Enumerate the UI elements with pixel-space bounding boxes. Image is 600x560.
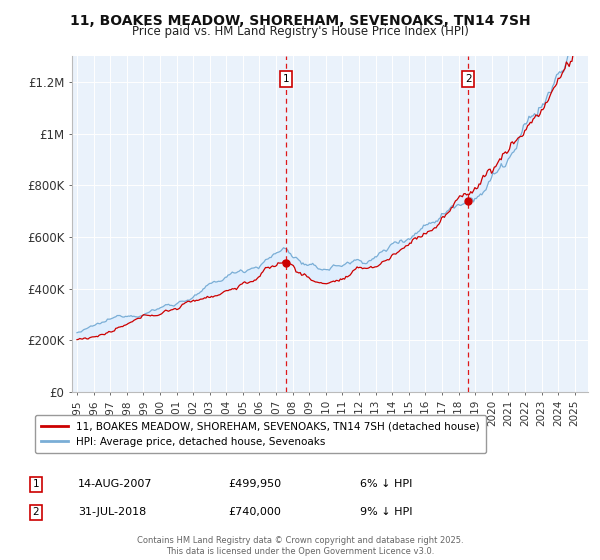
Legend: 11, BOAKES MEADOW, SHOREHAM, SEVENOAKS, TN14 7SH (detached house), HPI: Average : 11, BOAKES MEADOW, SHOREHAM, SEVENOAKS, … [35,415,486,453]
Text: 2: 2 [32,507,40,517]
Text: £499,950: £499,950 [228,479,281,489]
Text: 1: 1 [283,74,290,84]
Text: Price paid vs. HM Land Registry's House Price Index (HPI): Price paid vs. HM Land Registry's House … [131,25,469,38]
Text: £740,000: £740,000 [228,507,281,517]
Text: 1: 1 [32,479,40,489]
Text: 2: 2 [465,74,472,84]
Text: 9% ↓ HPI: 9% ↓ HPI [360,507,413,517]
Text: 14-AUG-2007: 14-AUG-2007 [78,479,152,489]
Text: 11, BOAKES MEADOW, SHOREHAM, SEVENOAKS, TN14 7SH: 11, BOAKES MEADOW, SHOREHAM, SEVENOAKS, … [70,14,530,28]
Text: Contains HM Land Registry data © Crown copyright and database right 2025.
This d: Contains HM Land Registry data © Crown c… [137,536,463,556]
Text: 31-JUL-2018: 31-JUL-2018 [78,507,146,517]
Text: 6% ↓ HPI: 6% ↓ HPI [360,479,412,489]
